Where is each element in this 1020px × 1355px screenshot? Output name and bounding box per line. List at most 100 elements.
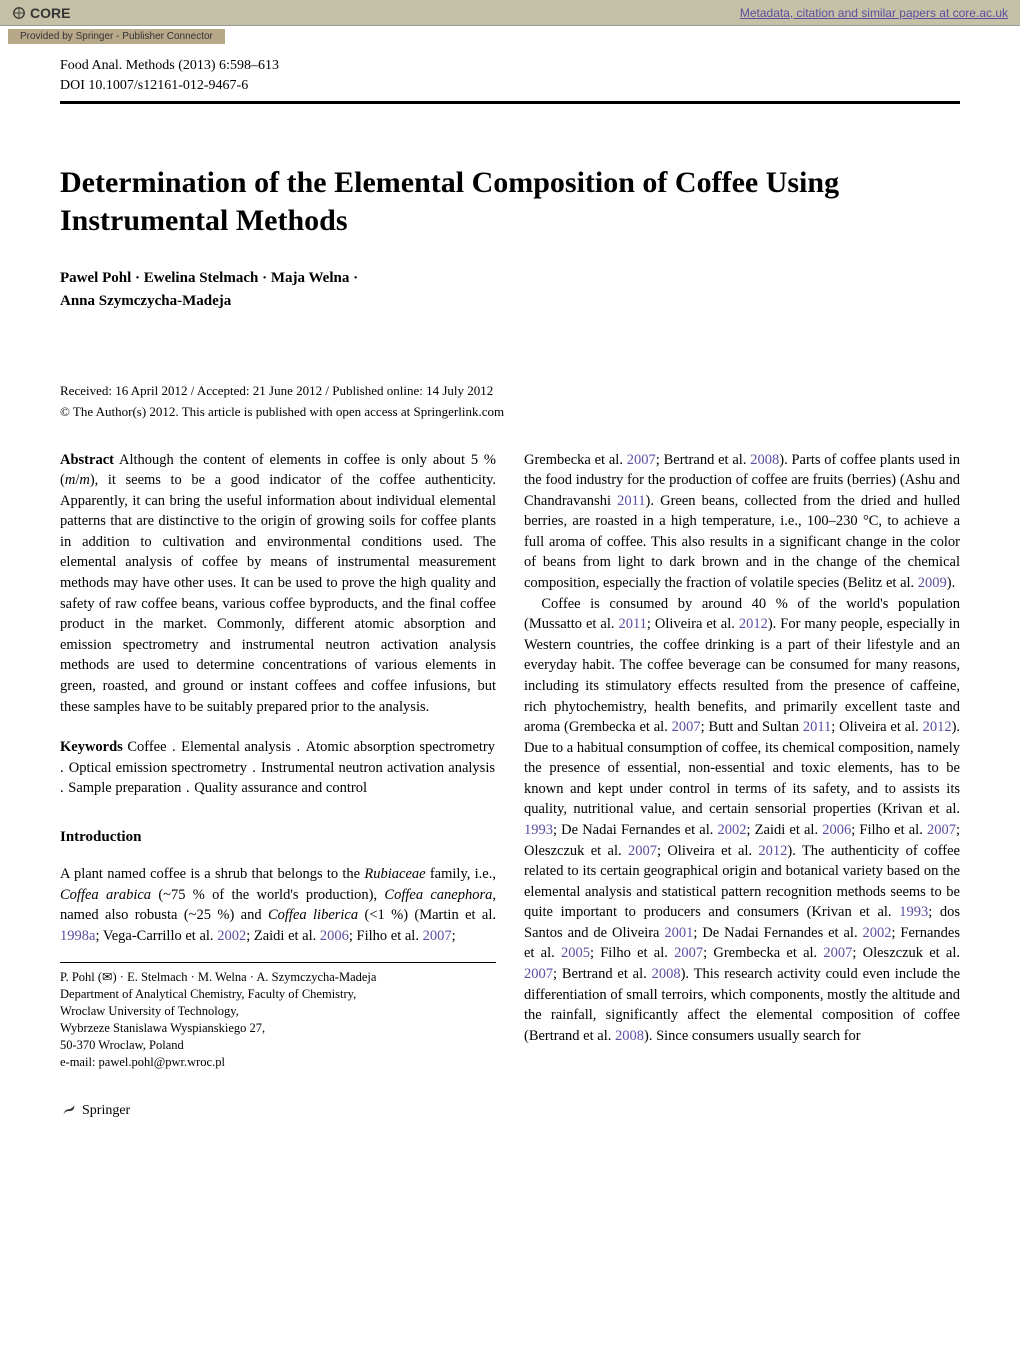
body-text: ). bbox=[947, 575, 955, 591]
body-text: ). Since consumers usually search for bbox=[644, 1028, 861, 1044]
body-text: ; Oleszczuk et al. bbox=[852, 945, 960, 961]
citation-year[interactable]: 2006 bbox=[822, 822, 851, 838]
article-title: Determination of the Elemental Compositi… bbox=[60, 164, 960, 239]
kw-sep: . bbox=[181, 780, 194, 796]
citation-year[interactable]: 2011 bbox=[803, 719, 831, 735]
right-para-2: Coffee is consumed by around 40 % of the… bbox=[524, 594, 960, 1047]
citation-year[interactable]: 2007 bbox=[524, 966, 553, 982]
intro-text: ; Vega-Carrillo et al. bbox=[95, 928, 217, 944]
author-sep: · bbox=[349, 270, 358, 286]
citation-year[interactable]: 2005 bbox=[561, 945, 590, 961]
citation-year[interactable]: 2008 bbox=[652, 966, 681, 982]
citation-year[interactable]: 2007 bbox=[823, 945, 852, 961]
provider-strip-wrapper: Provided by Springer - Publisher Connect… bbox=[0, 26, 1020, 44]
email: e-mail: pawel.pohl@pwr.wroc.pl bbox=[60, 1054, 496, 1071]
citation-year[interactable]: 2007 bbox=[627, 452, 656, 468]
intro-text: (<1 %) (Martin et al. bbox=[358, 907, 496, 923]
authors-list: Pawel Pohl · Ewelina Stelmach · Maja Wel… bbox=[60, 267, 960, 312]
metadata-link[interactable]: Metadata, citation and similar papers at… bbox=[740, 6, 1008, 20]
citation-year[interactable]: 2007 bbox=[927, 822, 956, 838]
citation-year[interactable]: 2002 bbox=[217, 928, 246, 944]
journal-header: Food Anal. Methods (2013) 6:598–613 DOI … bbox=[60, 56, 960, 95]
taxon: Coffea liberica bbox=[268, 907, 358, 923]
kw-sep: . bbox=[291, 739, 306, 755]
provider-strip: Provided by Springer - Publisher Connect… bbox=[8, 29, 225, 44]
intro-text: ; Zaidi et al. bbox=[246, 928, 320, 944]
intro-text: ; Filho et al. bbox=[349, 928, 423, 944]
springer-icon bbox=[60, 1102, 78, 1120]
department: Department of Analytical Chemistry, Facu… bbox=[60, 986, 496, 1003]
citation-year[interactable]: 2007 bbox=[423, 928, 452, 944]
core-logo[interactable]: CORE bbox=[12, 5, 70, 21]
citation-year[interactable]: 2002 bbox=[718, 822, 747, 838]
body-text: ; Filho et al. bbox=[851, 822, 927, 838]
right-column: Grembecka et al. 2007; Bertrand et al. 2… bbox=[524, 450, 960, 1121]
copyright-line: © The Author(s) 2012. This article is pu… bbox=[60, 403, 960, 421]
two-column-layout: Abstract Although the content of element… bbox=[60, 450, 960, 1121]
kw-sep: . bbox=[247, 760, 261, 776]
author-4: Anna Szymczycha-Madeja bbox=[60, 293, 231, 309]
citation-year[interactable]: 2007 bbox=[672, 719, 701, 735]
kw: Quality assurance and control bbox=[194, 780, 367, 796]
author-footnote: P. Pohl (✉) · E. Stelmach · M. Welna · A… bbox=[60, 969, 496, 1070]
page-content: Food Anal. Methods (2013) 6:598–613 DOI … bbox=[0, 44, 1020, 1161]
citation-year[interactable]: 1993 bbox=[524, 822, 553, 838]
keywords-list: Coffee . Elemental analysis . Atomic abs… bbox=[60, 739, 496, 796]
citation-year[interactable]: 2008 bbox=[615, 1028, 644, 1044]
author-1: Pawel Pohl bbox=[60, 270, 131, 286]
body-text: ; Oliveira et al. bbox=[657, 843, 758, 859]
kw: Sample preparation bbox=[68, 780, 181, 796]
university: Wroclaw University of Technology, bbox=[60, 1003, 496, 1020]
keywords-block: Keywords Coffee . Elemental analysis . A… bbox=[60, 737, 496, 799]
body-text: ; Grembecka et al. bbox=[703, 945, 823, 961]
keywords-label: Keywords bbox=[60, 739, 123, 755]
publisher-name: Springer bbox=[82, 1101, 130, 1121]
citation-year[interactable]: 2009 bbox=[918, 575, 947, 591]
kw: Elemental analysis bbox=[181, 739, 291, 755]
citation-year[interactable]: 2012 bbox=[923, 719, 952, 735]
author-sep: · bbox=[258, 270, 271, 286]
left-column: Abstract Although the content of element… bbox=[60, 450, 496, 1121]
body-text: Grembecka et al. bbox=[524, 452, 627, 468]
corresponding-authors: P. Pohl (✉) · E. Stelmach · M. Welna · A… bbox=[60, 969, 496, 986]
abstract-label: Abstract bbox=[60, 452, 114, 468]
citation-year[interactable]: 2002 bbox=[862, 925, 891, 941]
author-sep: · bbox=[131, 270, 144, 286]
core-label: CORE bbox=[30, 5, 70, 21]
citation-year[interactable]: 2012 bbox=[758, 843, 787, 859]
article-dates: Received: 16 April 2012 / Accepted: 21 J… bbox=[60, 382, 960, 400]
address-line-1: Wybrzeze Stanislawa Wyspianskiego 27, bbox=[60, 1020, 496, 1037]
journal-doi: DOI 10.1007/s12161-012-9467-6 bbox=[60, 76, 960, 96]
citation-year[interactable]: 2001 bbox=[664, 925, 693, 941]
citation-year[interactable]: 2007 bbox=[674, 945, 703, 961]
body-text: ; De Nadai Fernandes et al. bbox=[553, 822, 718, 838]
citation-year[interactable]: 1998a bbox=[60, 928, 95, 944]
address-line-2: 50-370 Wroclaw, Poland bbox=[60, 1037, 496, 1054]
core-icon bbox=[12, 6, 26, 20]
footnote-rule bbox=[60, 962, 496, 963]
body-text: ; Bertrand et al. bbox=[656, 452, 750, 468]
body-text: ; Filho et al. bbox=[590, 945, 674, 961]
citation-year[interactable]: 2011 bbox=[617, 493, 645, 509]
kw: Optical emission spectrometry bbox=[69, 760, 247, 776]
citation-year[interactable]: 2006 bbox=[320, 928, 349, 944]
citation-year[interactable]: 2008 bbox=[750, 452, 779, 468]
intro-text: (~75 % of the world's production), bbox=[151, 887, 384, 903]
kw: Instrumental neutron activation analysis bbox=[261, 760, 495, 776]
taxon: Coffea arabica bbox=[60, 887, 151, 903]
abstract-block: Abstract Although the content of element… bbox=[60, 450, 496, 718]
body-text: ; Bertrand et al. bbox=[553, 966, 652, 982]
introduction-heading: Introduction bbox=[60, 827, 496, 848]
intro-text: ; bbox=[452, 928, 456, 944]
abstract-text: Although the content of elements in coff… bbox=[60, 452, 496, 715]
citation-year[interactable]: 2012 bbox=[739, 616, 768, 632]
kw-sep: . bbox=[167, 739, 182, 755]
header-rule bbox=[60, 101, 960, 104]
citation-year[interactable]: 1993 bbox=[899, 904, 928, 920]
intro-text: family, i.e., bbox=[426, 866, 496, 882]
core-banner: CORE Metadata, citation and similar pape… bbox=[0, 0, 1020, 26]
journal-citation: Food Anal. Methods (2013) 6:598–613 bbox=[60, 56, 960, 76]
citation-year[interactable]: 2007 bbox=[628, 843, 657, 859]
author-3: Maja Welna bbox=[271, 270, 349, 286]
citation-year[interactable]: 2011 bbox=[618, 616, 646, 632]
